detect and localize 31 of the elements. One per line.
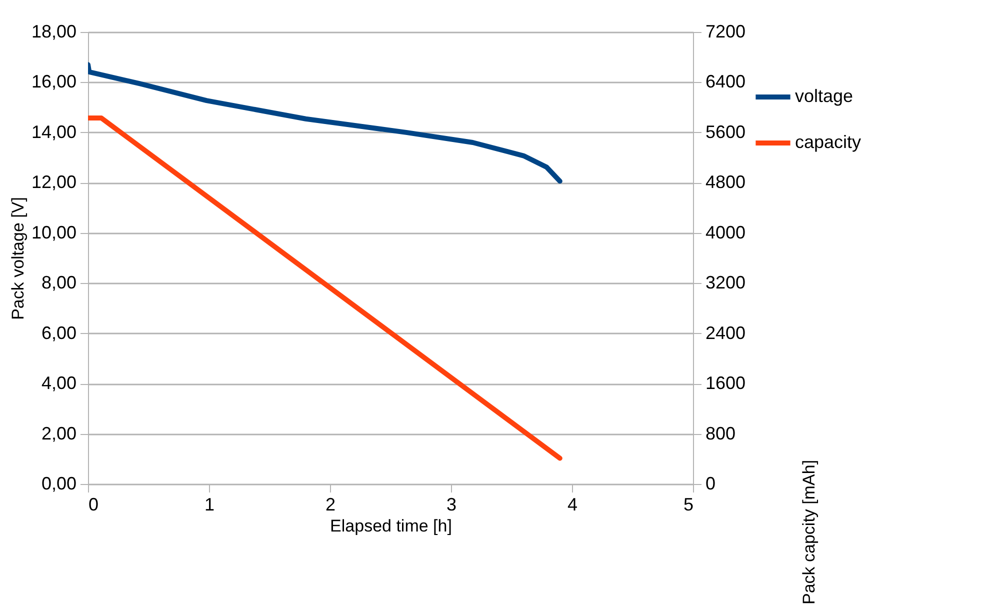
legend-label: voltage — [795, 86, 854, 106]
x-tick-label: 3 — [446, 494, 457, 514]
y2-axis-title: Pack capcity [mAh] — [800, 460, 818, 604]
x-tick-label: 2 — [325, 494, 336, 514]
y2-tick-label: 0 — [706, 474, 716, 494]
x-tick-label: 4 — [567, 494, 578, 514]
y-tick-label: 6,00 — [41, 322, 76, 343]
y-axis-title: Pack voltage [V] — [8, 197, 28, 320]
y-tick-label: 16,00 — [31, 72, 76, 92]
y2-tick-label: 4800 — [706, 172, 746, 192]
y2-tick-label: 5600 — [706, 122, 746, 142]
y-tick-label: 14,00 — [31, 122, 76, 142]
y2-tick-label: 6400 — [706, 72, 746, 92]
x-tick-label: 1 — [204, 494, 215, 514]
y-tick-label: 12,00 — [31, 172, 76, 192]
x-tick-label: 5 — [683, 494, 694, 514]
y2-tick-label: 800 — [706, 423, 736, 444]
legend-label: capacity — [795, 132, 862, 152]
y-tick-label: 2,00 — [41, 423, 76, 444]
y-tick-label: 0,00 — [41, 474, 76, 494]
y2-tick-label: 3200 — [706, 272, 746, 293]
x-axis-title: Elapsed time [h] — [330, 516, 452, 536]
y2-tick-label: 1600 — [706, 373, 746, 394]
y2-tick-label: 2400 — [706, 322, 746, 343]
y-tick-label: 4,00 — [41, 373, 76, 394]
y2-tick-label: 4000 — [706, 222, 746, 242]
y-tick-label: 18,00 — [31, 22, 76, 42]
y2-tick-label: 7200 — [706, 22, 746, 42]
y-tick-label: 10,00 — [31, 222, 76, 242]
y-tick-label: 8,00 — [41, 272, 76, 293]
x-tick-label: 0 — [88, 494, 99, 514]
